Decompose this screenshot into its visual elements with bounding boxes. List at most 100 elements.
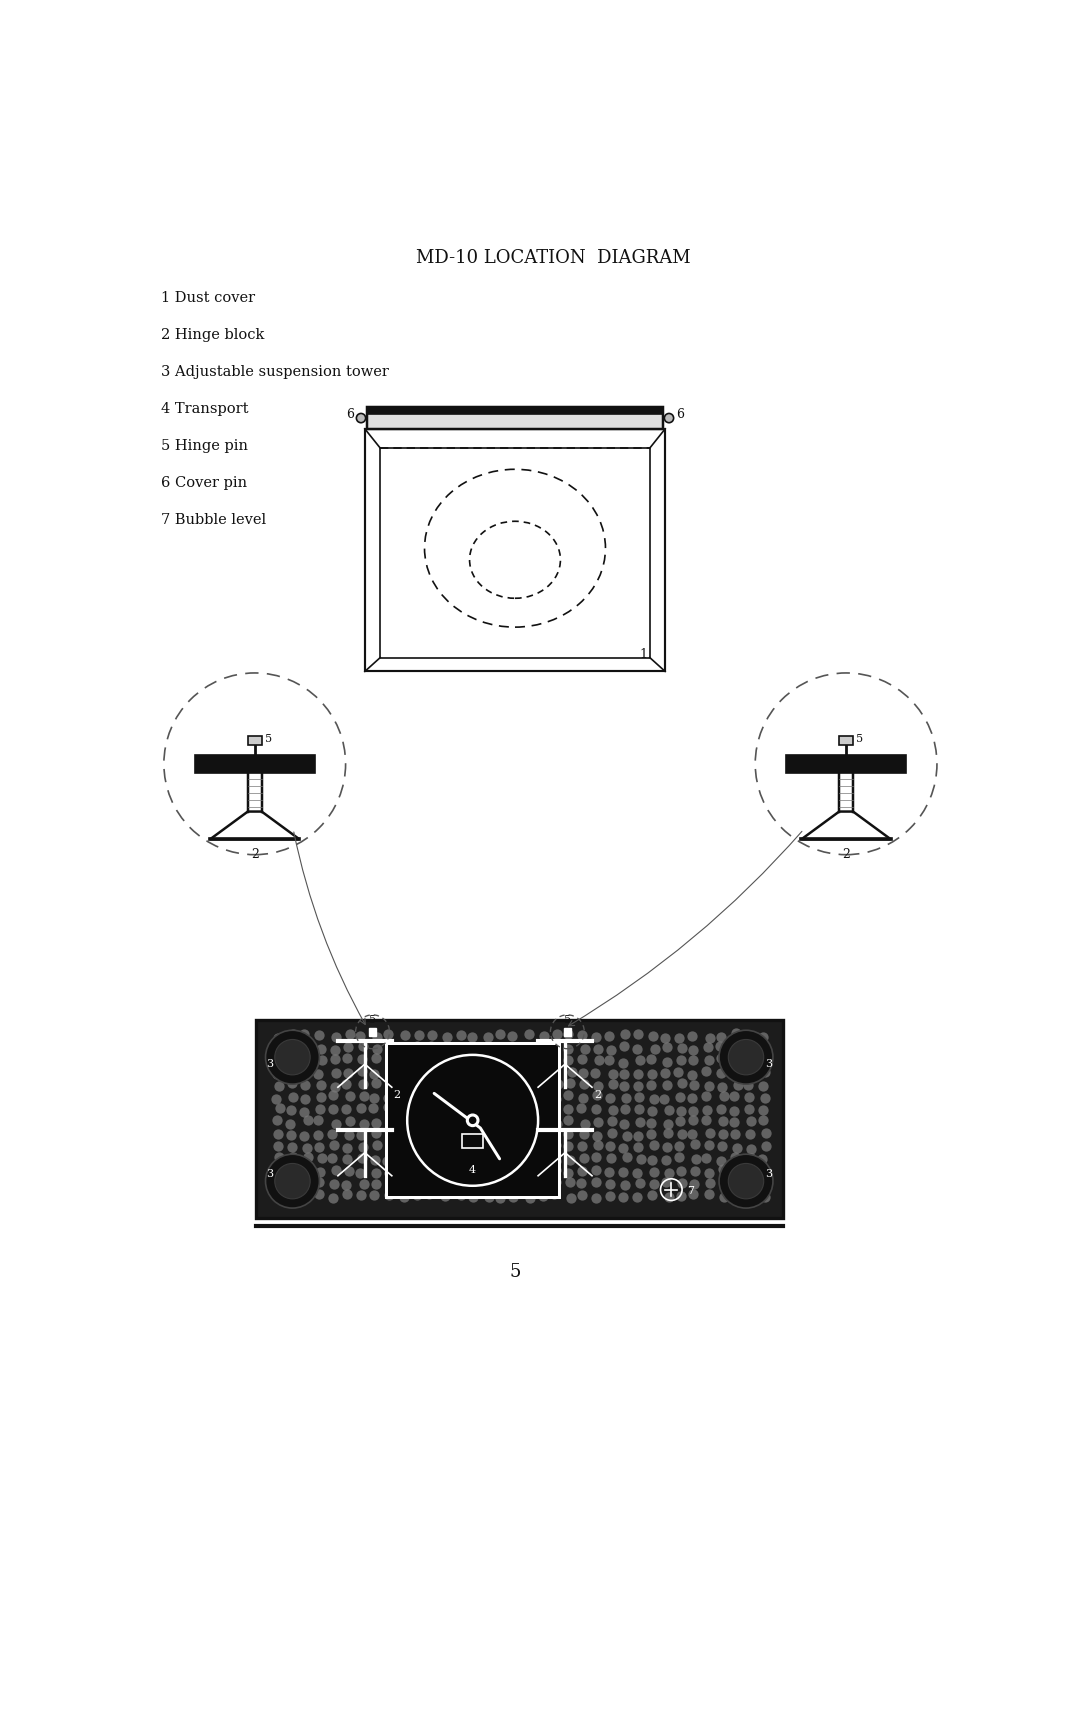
Point <box>588 1168 605 1196</box>
Point <box>600 1047 618 1074</box>
Point <box>285 1083 302 1110</box>
Point <box>327 1059 345 1086</box>
Point <box>548 1132 565 1160</box>
Point <box>659 1033 676 1060</box>
Point <box>464 1184 482 1211</box>
Point <box>684 1084 701 1112</box>
Point <box>449 1156 467 1184</box>
Point <box>435 1170 453 1197</box>
Point <box>590 1072 607 1100</box>
Point <box>490 1148 508 1175</box>
Point <box>491 1019 509 1047</box>
Point <box>742 1134 759 1161</box>
Point <box>742 1107 759 1134</box>
Point <box>434 1146 451 1173</box>
Text: 6 Cover pin: 6 Cover pin <box>161 476 247 490</box>
Point <box>355 1110 373 1137</box>
Point <box>270 1072 287 1100</box>
Point <box>351 1160 368 1187</box>
Point <box>658 1072 675 1100</box>
Point <box>325 1184 342 1211</box>
Text: 4: 4 <box>469 1165 476 1175</box>
Point <box>269 1182 286 1209</box>
Point <box>629 1036 646 1064</box>
Point <box>283 1132 300 1160</box>
Point <box>505 1059 523 1086</box>
Text: 2 Hinge block: 2 Hinge block <box>161 327 265 343</box>
Point <box>438 1158 456 1185</box>
Point <box>573 1182 591 1209</box>
Polygon shape <box>368 1028 377 1036</box>
Point <box>522 1072 539 1100</box>
Point <box>618 1122 635 1149</box>
Text: 2: 2 <box>842 848 850 862</box>
Point <box>286 1172 303 1199</box>
Point <box>671 1144 688 1172</box>
Point <box>341 1021 359 1048</box>
Point <box>603 1144 620 1172</box>
Point <box>299 1059 316 1086</box>
Point <box>382 1132 400 1160</box>
Point <box>313 1084 330 1112</box>
Point <box>753 1033 770 1060</box>
Point <box>576 1071 593 1098</box>
Point <box>422 1144 440 1172</box>
Point <box>603 1036 620 1064</box>
Point <box>603 1107 620 1134</box>
Point <box>299 1143 316 1170</box>
Text: 3: 3 <box>266 1170 273 1179</box>
Point <box>741 1045 758 1072</box>
Point <box>602 1170 619 1197</box>
Point <box>284 1144 301 1172</box>
Point <box>715 1184 732 1211</box>
Point <box>643 1120 660 1148</box>
Point <box>756 1170 773 1197</box>
Point <box>297 1156 314 1184</box>
Point <box>522 1036 539 1064</box>
Point <box>489 1071 507 1098</box>
Point <box>572 1021 590 1048</box>
Point <box>507 1047 524 1074</box>
Point <box>740 1095 757 1122</box>
Point <box>645 1158 662 1185</box>
Point <box>561 1146 578 1173</box>
Point <box>409 1131 427 1158</box>
Point <box>365 1182 382 1209</box>
Point <box>754 1023 771 1050</box>
Polygon shape <box>564 1028 571 1036</box>
Point <box>548 1156 565 1184</box>
Point <box>354 1057 372 1084</box>
Point <box>313 1144 330 1172</box>
Point <box>643 1146 660 1173</box>
Point <box>685 1107 702 1134</box>
Point <box>408 1158 426 1185</box>
Point <box>380 1160 397 1187</box>
Point <box>382 1059 400 1086</box>
Point <box>341 1083 359 1110</box>
Point <box>367 1119 384 1146</box>
Text: 1 Dust cover: 1 Dust cover <box>161 291 255 305</box>
Point <box>740 1083 757 1110</box>
Point <box>352 1095 369 1122</box>
Point <box>463 1107 481 1134</box>
Point <box>296 1098 313 1125</box>
Point <box>448 1072 465 1100</box>
Point <box>546 1059 564 1086</box>
Point <box>698 1107 715 1134</box>
Point <box>549 1110 566 1137</box>
Point <box>505 1143 523 1170</box>
Point <box>559 1047 577 1074</box>
Point <box>536 1072 553 1100</box>
Point <box>312 1035 329 1062</box>
Point <box>549 1071 566 1098</box>
Point <box>605 1096 622 1124</box>
Point <box>575 1120 592 1148</box>
Point <box>630 1132 647 1160</box>
Point <box>476 1148 494 1175</box>
Point <box>435 1096 453 1124</box>
Point <box>451 1093 469 1120</box>
Point <box>476 1035 494 1062</box>
Point <box>559 1107 577 1134</box>
Point <box>534 1122 551 1149</box>
Point <box>327 1110 345 1137</box>
